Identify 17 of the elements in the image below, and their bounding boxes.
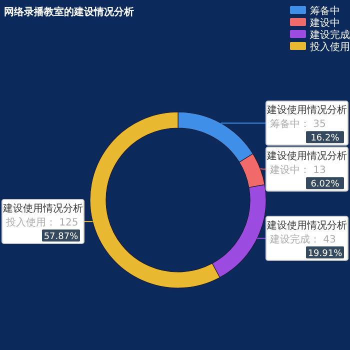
text: 建设使用情况分析 [267, 105, 347, 116]
text: 16.2% [310, 134, 340, 144]
slice-label: 建设使用情况分析 [266, 219, 347, 232]
legend-label: 筹备中 [310, 5, 340, 17]
legend-label: 建设中 [309, 17, 340, 29]
text: 建设使用情况分析 [3, 204, 83, 215]
text: 6.02% [310, 180, 340, 190]
text: 57.87% [44, 232, 79, 242]
legend-label: 建设完成 [309, 29, 350, 41]
legend-label: 投入使用 [309, 41, 350, 53]
chart-title: 网络录播教室的建设情况分析 [4, 6, 134, 18]
data-label: 投入使用： 125 [5, 216, 78, 229]
text: 19.91% [308, 248, 343, 259]
data-label: 建设完成： 43 [269, 233, 336, 246]
text: 建设使用情况分析 [267, 151, 347, 162]
data-label: 筹备中： 35 [270, 118, 326, 130]
data-label: 建设中： 13 [269, 164, 326, 176]
